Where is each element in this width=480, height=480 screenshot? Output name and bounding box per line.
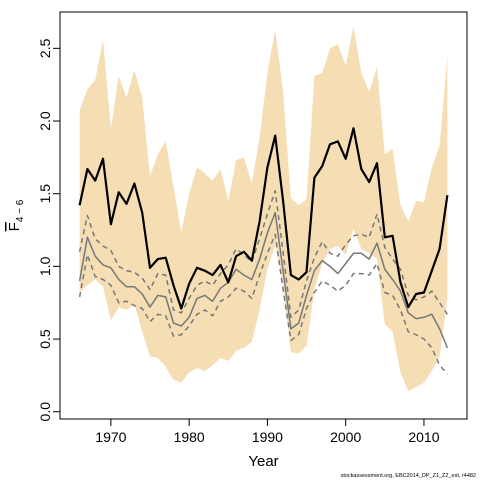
- x-tick-label: 1980: [174, 429, 205, 445]
- y-tick-label: 2.5: [37, 38, 53, 58]
- y-tick-label: 0.0: [37, 402, 53, 422]
- svg-text:F4 − 6: F4 − 6: [6, 199, 26, 231]
- y-axis-title: F4 − 6: [6, 199, 26, 231]
- model-fit-upper-line: [78, 190, 449, 319]
- confidence-band: [79, 26, 448, 392]
- source-footnote: stockassessment.org, EBC2014_DP_Z1_Z2_es…: [341, 473, 476, 479]
- y-tick-label: 0.5: [37, 329, 53, 349]
- estimate-line: [78, 127, 449, 310]
- x-tick-label: 1970: [95, 429, 126, 445]
- y-axis-title-main: F: [6, 222, 23, 231]
- axes-layer: 1970 1980 1990 2000 2010 0.0 0.5 1.0 1.5 2.0 2.5: [37, 38, 440, 445]
- model-fit-line: [78, 211, 449, 349]
- y-tick-label: 1.0: [37, 256, 53, 276]
- y-axis-title-subscript: 4 − 6: [15, 199, 26, 222]
- x-tick-label: 2000: [330, 429, 361, 445]
- x-tick-label: 1990: [252, 429, 283, 445]
- x-axis-title: Year: [248, 453, 278, 470]
- model-fit-lower-line: [78, 233, 448, 375]
- y-tick-label: 1.5: [37, 184, 53, 204]
- x-tick-label: 2010: [408, 429, 439, 445]
- series-lines-layer: [78, 127, 449, 375]
- confidence-band-layer: [79, 26, 448, 392]
- y-tick-label: 2.0: [37, 111, 53, 131]
